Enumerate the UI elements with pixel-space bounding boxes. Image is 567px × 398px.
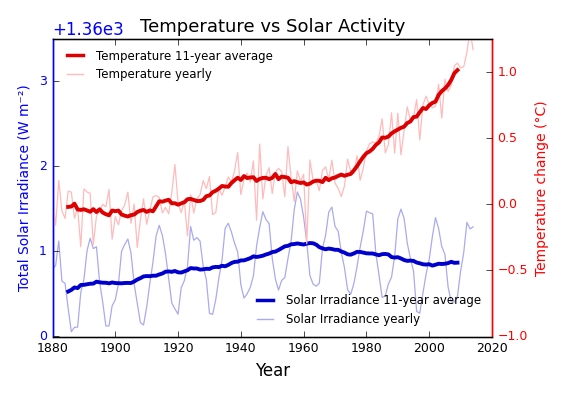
Y-axis label: Temperature change (°C): Temperature change (°C) [535,100,549,275]
Title: Temperature vs Solar Activity: Temperature vs Solar Activity [139,18,405,36]
Y-axis label: Total Solar Irradiance (W m⁻²): Total Solar Irradiance (W m⁻²) [18,84,32,291]
Legend: Solar Irradiance 11-year average, Solar Irradiance yearly: Solar Irradiance 11-year average, Solar … [248,289,486,331]
X-axis label: Year: Year [255,362,290,380]
